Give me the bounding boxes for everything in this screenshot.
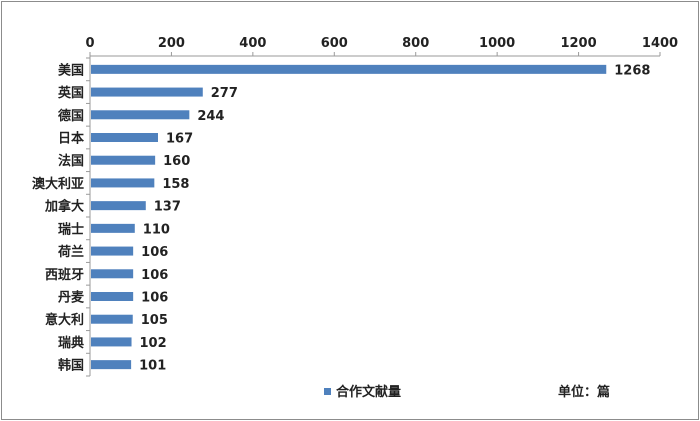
data-label: 105 bbox=[141, 313, 168, 328]
bar bbox=[91, 64, 607, 74]
x-tick-label: 0 bbox=[85, 36, 94, 51]
x-tick-label: 1000 bbox=[479, 36, 515, 51]
labels: 美国 1268 英国 277 德国 244 日本 167 法国 160 澳大利亚 158 加拿大 137 瑞… bbox=[32, 62, 650, 373]
legend-swatch bbox=[324, 388, 331, 395]
bar bbox=[91, 292, 134, 301]
bars bbox=[91, 64, 607, 370]
bar bbox=[91, 360, 132, 370]
category-label: 日本 bbox=[58, 131, 84, 147]
x-tick-label: 800 bbox=[402, 36, 429, 51]
x-tick-label: 1400 bbox=[642, 36, 678, 51]
axes: 0 200 400 600 800 1000 1200 1400 bbox=[85, 36, 678, 377]
data-label: 167 bbox=[166, 132, 193, 147]
data-label: 102 bbox=[140, 336, 167, 351]
category-label: 澳大利亚 bbox=[32, 176, 84, 192]
bar bbox=[91, 337, 132, 347]
bar bbox=[91, 133, 158, 142]
bar bbox=[91, 87, 203, 97]
x-tick-label: 200 bbox=[158, 36, 185, 51]
data-label: 137 bbox=[154, 200, 181, 215]
data-label: 106 bbox=[141, 245, 168, 260]
legend-label: 合作文献量 bbox=[336, 384, 401, 400]
data-label: 1268 bbox=[614, 63, 650, 78]
category-label: 德国 bbox=[58, 108, 84, 124]
data-label: 101 bbox=[139, 359, 166, 374]
category-label: 法国 bbox=[58, 153, 84, 169]
bar bbox=[91, 155, 156, 165]
data-label: 106 bbox=[141, 291, 168, 306]
legend: 合作文献量 bbox=[324, 384, 401, 400]
unit-label: 单位：篇 bbox=[558, 384, 610, 400]
category-label: 英国 bbox=[57, 85, 84, 101]
data-label: 160 bbox=[163, 154, 190, 169]
bar bbox=[91, 201, 146, 211]
bar bbox=[91, 246, 134, 256]
data-label: 110 bbox=[143, 222, 170, 237]
category-label: 瑞典 bbox=[58, 335, 84, 351]
x-tick-label: 1200 bbox=[560, 36, 596, 51]
bar bbox=[91, 269, 134, 279]
data-label: 244 bbox=[197, 109, 224, 124]
category-label: 意大利 bbox=[45, 312, 84, 328]
category-label: 加拿大 bbox=[44, 199, 84, 215]
category-label: 美国 bbox=[58, 62, 84, 78]
bar bbox=[91, 223, 135, 233]
x-tick-label: 400 bbox=[239, 36, 266, 51]
category-label: 西班牙 bbox=[45, 267, 84, 283]
bar bbox=[91, 110, 190, 120]
bar bbox=[91, 314, 133, 324]
x-tick-label: 600 bbox=[321, 36, 348, 51]
category-label: 荷兰 bbox=[57, 244, 84, 260]
data-label: 277 bbox=[211, 86, 238, 101]
data-label: 158 bbox=[162, 177, 189, 192]
data-label: 106 bbox=[141, 268, 168, 283]
bar bbox=[91, 178, 155, 188]
category-label: 丹麦 bbox=[58, 290, 85, 306]
category-label: 韩国 bbox=[58, 358, 84, 374]
category-label: 瑞士 bbox=[58, 221, 84, 237]
